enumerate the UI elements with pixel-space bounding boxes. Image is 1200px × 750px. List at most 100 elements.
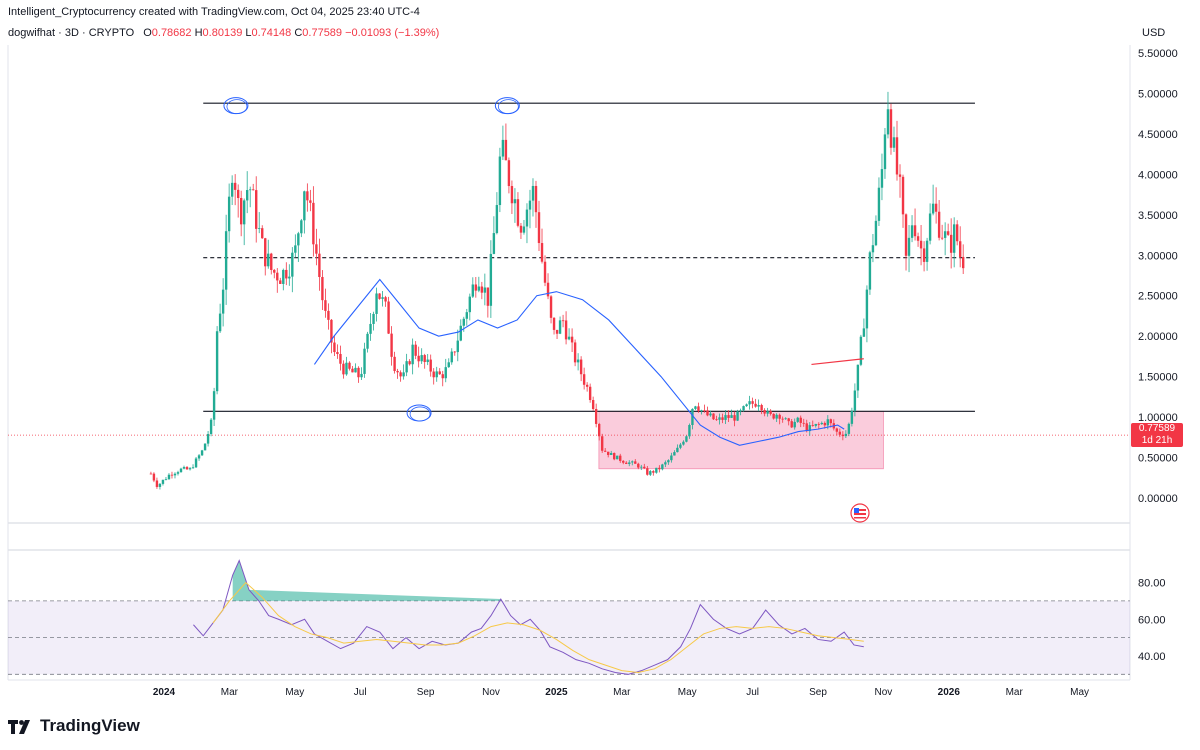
candle-body <box>167 474 171 480</box>
candle-body <box>297 233 300 246</box>
candle-body <box>841 434 845 437</box>
currency-label[interactable]: USD <box>1142 27 1166 39</box>
candle-body <box>197 455 201 459</box>
time-axis-tick: Mar <box>613 687 631 698</box>
candle-body <box>390 333 393 357</box>
time-axis-tick: Mar <box>221 687 239 698</box>
symbol-name[interactable]: dogwifhat · 3D · CRYPTO <box>8 27 135 39</box>
rsi-axis-tick: 60.00 <box>1138 614 1166 626</box>
candle-body <box>730 415 733 418</box>
candle-body <box>603 450 607 452</box>
candle-body <box>676 447 679 453</box>
candle-body <box>772 413 775 419</box>
candle-body <box>901 176 905 215</box>
candle-body <box>637 463 640 468</box>
candle-body <box>889 109 893 148</box>
candle-body <box>631 461 634 463</box>
brand-logo[interactable]: TradingView <box>8 716 140 736</box>
candle-body <box>420 355 423 362</box>
time-axis-tick: 2024 <box>153 687 176 698</box>
candle-body <box>820 422 823 425</box>
candle-body <box>438 371 441 375</box>
candle-body <box>423 355 426 363</box>
candle-body <box>616 455 619 460</box>
candle-body <box>718 417 721 420</box>
candle-body <box>880 169 884 188</box>
candle-body <box>628 462 631 464</box>
candle-body <box>230 182 234 197</box>
change-value: −0.01093 (−1.39%) <box>345 27 440 39</box>
candle-body <box>769 411 772 414</box>
candle-body <box>351 368 354 373</box>
demand-zone[interactable] <box>598 410 884 470</box>
price-axis-tick: 5.50000 <box>1138 48 1178 60</box>
candle-body <box>441 374 444 379</box>
us-flag-icon[interactable] <box>850 503 870 523</box>
time-axis-tick: 2026 <box>938 687 961 698</box>
time-axis-tick: Jul <box>746 687 759 698</box>
candle-body <box>345 362 348 375</box>
candle-body <box>233 182 237 190</box>
candle-body <box>285 269 288 279</box>
candle-body <box>504 139 508 161</box>
candle-body <box>826 419 830 426</box>
time-axis-tick: May <box>285 687 304 698</box>
candle-body <box>212 391 216 420</box>
candle-body <box>606 451 610 455</box>
candle-body <box>399 372 402 377</box>
candle-body <box>501 139 505 157</box>
candle-body <box>594 408 598 424</box>
candle-body <box>456 340 459 353</box>
candle-body <box>357 367 360 378</box>
candle-body <box>817 423 820 425</box>
candle-body <box>200 450 204 456</box>
candle-body <box>486 287 490 306</box>
candle-body <box>206 434 210 444</box>
candle-body <box>570 336 574 343</box>
candle-body <box>555 329 559 334</box>
time-axis-tick: May <box>678 687 697 698</box>
candle-body <box>907 237 911 256</box>
candle-body <box>282 269 285 284</box>
candle-body <box>670 455 673 461</box>
candle-body <box>270 253 273 270</box>
candle-body <box>324 300 327 311</box>
candle-body <box>871 245 875 253</box>
annotation-trendline-3[interactable] <box>811 358 864 366</box>
candle-body <box>850 410 854 424</box>
candle-body <box>646 468 649 475</box>
candle-body <box>793 421 796 428</box>
candle-body <box>291 252 294 277</box>
candle-body <box>279 280 282 284</box>
candle-body <box>179 468 183 473</box>
candle-body <box>706 410 709 416</box>
candle-body <box>835 428 839 432</box>
candle-body <box>937 211 941 238</box>
annotation-circle-inner-0 <box>226 99 248 115</box>
candle-body <box>540 243 544 262</box>
candle-body <box>856 364 860 391</box>
low-value: 0.74148 <box>251 27 292 39</box>
candle-body <box>471 284 475 297</box>
candle-body <box>378 293 381 299</box>
chart-header-title: Intelligent_Cryptocurrency created with … <box>8 6 420 18</box>
price-axis-tick: 5.00000 <box>1138 89 1178 101</box>
price-axis-tick: 3.00000 <box>1138 250 1178 262</box>
candle-body <box>182 467 186 469</box>
candle-body <box>910 225 914 238</box>
candle-body <box>209 419 213 435</box>
candle-body <box>600 436 604 451</box>
symbol-info-bar: dogwifhat · 3D · CRYPTO O0.78682 H0.8013… <box>8 27 439 39</box>
candle-body <box>829 419 833 424</box>
candle-body <box>664 462 667 465</box>
candle-body <box>913 225 917 237</box>
candle-body <box>447 362 450 368</box>
candle-body <box>892 137 896 148</box>
candle-body <box>453 351 456 353</box>
candle-body <box>808 425 811 432</box>
time-axis-tick: Nov <box>482 687 500 698</box>
candle-body <box>925 240 929 262</box>
candle-body <box>339 353 342 364</box>
candle-body <box>221 289 225 314</box>
